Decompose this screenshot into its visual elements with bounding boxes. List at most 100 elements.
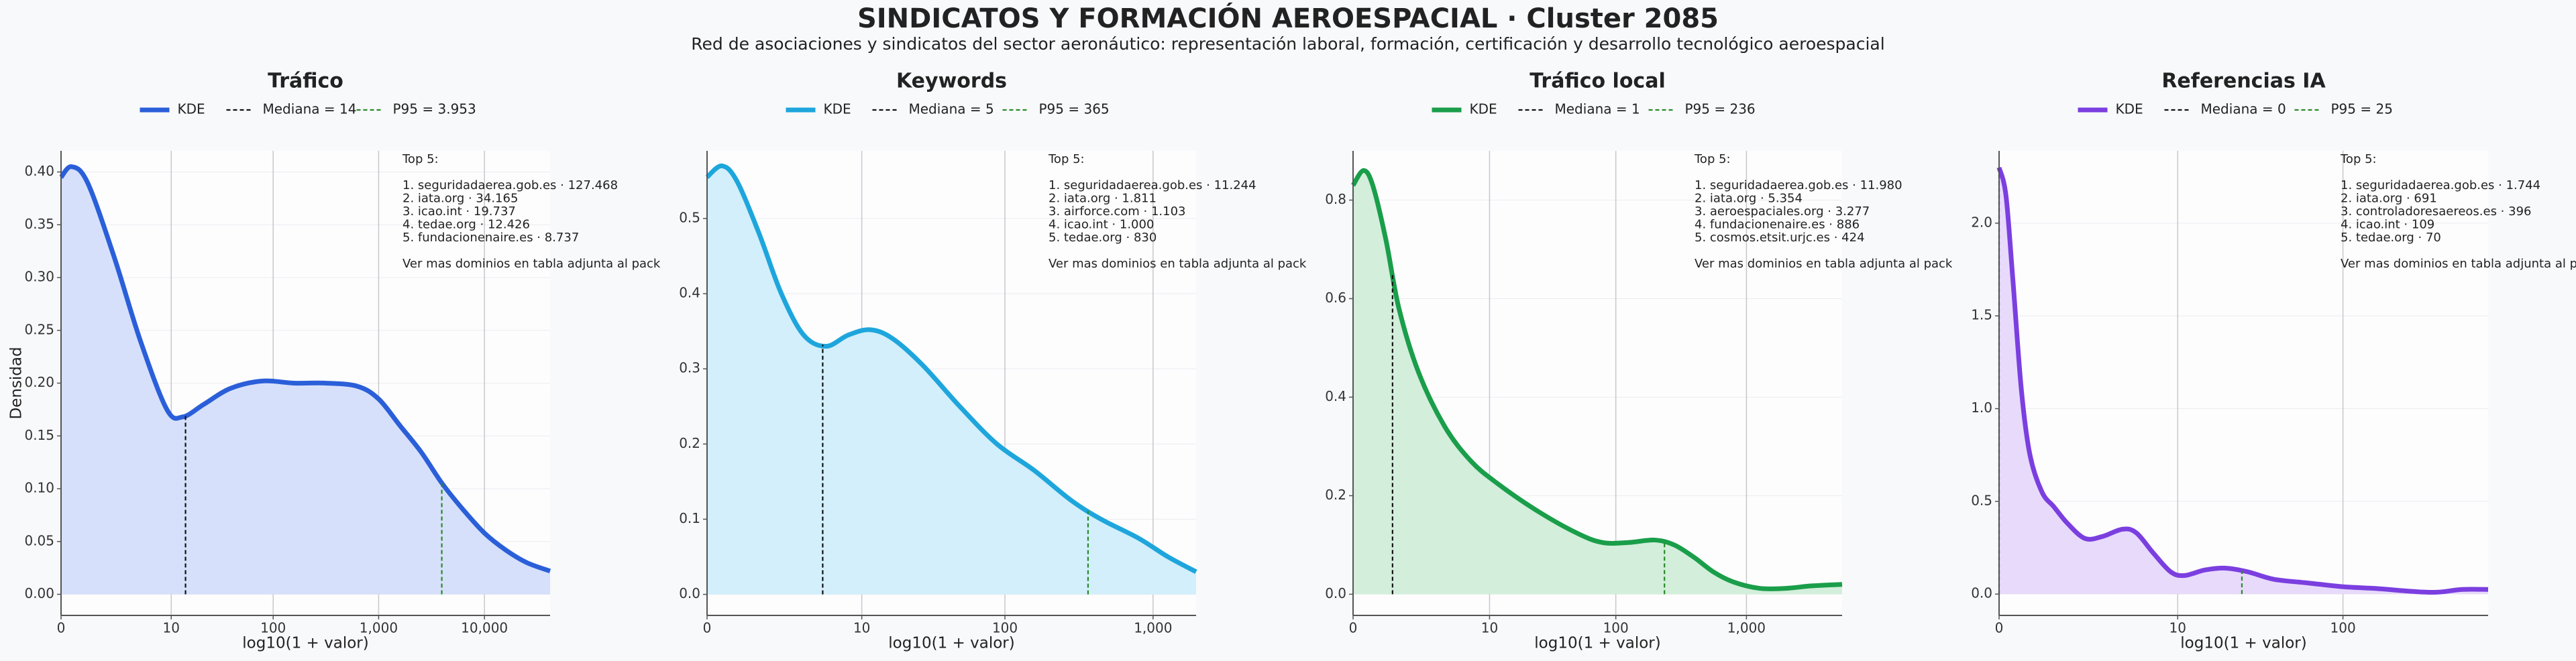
legend-label: Mediana = 14 xyxy=(263,101,357,117)
annotation-item: 5. tedae.org · 70 xyxy=(2341,231,2441,245)
legend-label: Mediana = 5 xyxy=(909,101,994,117)
chart-title: Tráfico local xyxy=(1529,70,1666,93)
legend-label: P95 = 236 xyxy=(1685,101,1756,117)
x-tick-label: 10 xyxy=(853,620,870,636)
annotation-item: 3. aeroespaciales.org · 3.277 xyxy=(1695,204,1870,219)
x-tick-label: 10 xyxy=(1481,620,1498,636)
y-tick-label: 0.0 xyxy=(679,585,700,601)
annotation-item: 4. icao.int · 1.000 xyxy=(1049,218,1154,232)
chart-panel: Tráfico local 0.0 0.2 0.4 0.6 0.8 0 10 100 1,000 l… xyxy=(1325,70,1953,652)
y-tick-label: 0.8 xyxy=(1325,191,1346,207)
y-tick-label: 0.3 xyxy=(679,360,700,376)
x-tick-label: 10 xyxy=(163,620,180,636)
y-tick-label: 0.6 xyxy=(1325,290,1346,306)
annotation-footer: Ver mas dominios en tabla adjunta al pac… xyxy=(1049,257,1307,271)
annotation-item: 2. iata.org · 5.354 xyxy=(1695,192,1803,206)
annotation-item: 5. tedae.org · 830 xyxy=(1049,231,1157,245)
annotation-footer: Ver mas dominios en tabla adjunta al pac… xyxy=(2341,257,2576,271)
x-axis-label: log10(1 + valor) xyxy=(2180,635,2306,652)
x-tick-label: 10 xyxy=(2169,620,2186,636)
y-tick-label: 0.15 xyxy=(24,427,54,443)
legend-label: KDE xyxy=(178,101,205,117)
y-tick-label: 0.0 xyxy=(1971,585,1992,601)
y-tick-label: 0.4 xyxy=(679,285,700,301)
annotation-heading: Top 5: xyxy=(1694,152,1731,166)
x-tick-label: 100 xyxy=(1603,620,1629,636)
annotation-item: 3. controladoresaereos.es · 396 xyxy=(2341,204,2531,219)
kde-area xyxy=(1353,170,1842,595)
x-tick-label: 1,000 xyxy=(1727,620,1766,636)
annotation-item: 3. icao.int · 19.737 xyxy=(402,204,516,219)
y-tick-label: 0.5 xyxy=(679,209,700,225)
x-axis-label: log10(1 + valor) xyxy=(242,635,368,652)
chart-panel: Tráfico 0.00 0.05 0.10 0.15 0.20 0.25 0.30 0.35 0… xyxy=(8,70,661,652)
chart-panel: Referencias IA 0.0 0.5 1.0 1.5 2.0 0 10 100 log10… xyxy=(1971,70,2576,652)
legend-label: KDE xyxy=(824,101,851,117)
annotation-heading: Top 5: xyxy=(402,152,439,166)
kde-line xyxy=(59,164,551,574)
legend-label: P95 = 365 xyxy=(1039,101,1110,117)
x-tick-label: 0 xyxy=(57,620,66,636)
y-tick-label: 0.05 xyxy=(24,532,54,548)
chart-title: Referencias IA xyxy=(2161,70,2326,93)
legend-label: P95 = 25 xyxy=(2331,101,2393,117)
x-tick-label: 1,000 xyxy=(360,620,398,636)
x-tick-label: 10,000 xyxy=(461,620,508,636)
x-axis-label: log10(1 + valor) xyxy=(1534,635,1660,652)
chart-title: Tráfico xyxy=(268,70,343,93)
x-tick-label: 100 xyxy=(2330,620,2356,636)
y-tick-label: 0.40 xyxy=(24,163,54,179)
annotation-item: 2. iata.org · 34.165 xyxy=(402,192,518,206)
x-tick-label: 100 xyxy=(992,620,1018,636)
annotation-item: 4. icao.int · 109 xyxy=(2341,218,2434,232)
chart-title: Keywords xyxy=(896,70,1007,93)
y-tick-label: 0.10 xyxy=(24,480,54,496)
legend-label: KDE xyxy=(1470,101,1497,117)
kde-area xyxy=(61,166,550,595)
x-tick-label: 1,000 xyxy=(1134,620,1172,636)
x-tick-label: 0 xyxy=(1995,620,2004,636)
annotation-item: 2. iata.org · 691 xyxy=(2341,192,2437,206)
annotation-item: 1. seguridadaerea.gob.es · 11.980 xyxy=(1695,178,1902,192)
kde-line xyxy=(1996,166,2489,595)
annotation-item: 5. fundacionenaire.es · 8.737 xyxy=(402,231,579,245)
y-tick-label: 0.1 xyxy=(679,510,700,526)
x-tick-label: 100 xyxy=(260,620,286,636)
y-tick-label: 0.2 xyxy=(1325,487,1346,503)
y-tick-label: 0.4 xyxy=(1325,388,1346,404)
y-axis-label: Densidad xyxy=(8,347,25,419)
annotation-item: 5. cosmos.etsit.urjc.es · 424 xyxy=(1695,231,1865,245)
x-tick-label: 0 xyxy=(703,620,712,636)
annotation-heading: Top 5: xyxy=(2340,152,2377,166)
x-axis-label: log10(1 + valor) xyxy=(888,635,1014,652)
annotation-item: 4. fundacionenaire.es · 886 xyxy=(1695,218,1860,232)
y-tick-label: 1.5 xyxy=(1971,307,1992,323)
figure-subtitle: Red de asociaciones y sindicatos del sec… xyxy=(691,34,1884,54)
chart-panel: Keywords 0.0 0.1 0.2 0.3 0.4 0.5 0 10 100 1,000 log… xyxy=(679,70,1307,652)
annotation-item: 4. tedae.org · 12.426 xyxy=(402,218,530,232)
y-tick-label: 0.30 xyxy=(24,269,54,285)
y-tick-label: 0.00 xyxy=(24,585,54,601)
y-tick-label: 0.5 xyxy=(1971,492,1992,508)
annotation-item: 3. airforce.com · 1.103 xyxy=(1049,204,1186,219)
kde-line xyxy=(1351,168,1843,591)
legend-label: Mediana = 0 xyxy=(2201,101,2286,117)
y-tick-label: 0.25 xyxy=(24,321,54,337)
legend-label: P95 = 3.953 xyxy=(393,101,476,117)
x-tick-label: 0 xyxy=(1349,620,1358,636)
y-tick-label: 1.0 xyxy=(1971,400,1992,416)
y-tick-label: 2.0 xyxy=(1971,214,1992,230)
y-tick-label: 0.0 xyxy=(1325,585,1346,601)
legend-label: KDE xyxy=(2116,101,2143,117)
annotation-footer: Ver mas dominios en tabla adjunta al pac… xyxy=(1695,257,1953,271)
kde-area xyxy=(1999,167,2488,595)
y-tick-label: 0.2 xyxy=(679,435,700,451)
legend-label: Mediana = 1 xyxy=(1555,101,1640,117)
annotation-footer: Ver mas dominios en tabla adjunta al pac… xyxy=(402,257,661,271)
y-tick-label: 0.35 xyxy=(24,216,54,232)
annotation-item: 1. seguridadaerea.gob.es · 1.744 xyxy=(2341,178,2540,192)
annotation-item: 1. seguridadaerea.gob.es · 11.244 xyxy=(1049,178,1256,192)
annotation-heading: Top 5: xyxy=(1048,152,1085,166)
annotation-item: 2. iata.org · 1.811 xyxy=(1049,192,1157,206)
